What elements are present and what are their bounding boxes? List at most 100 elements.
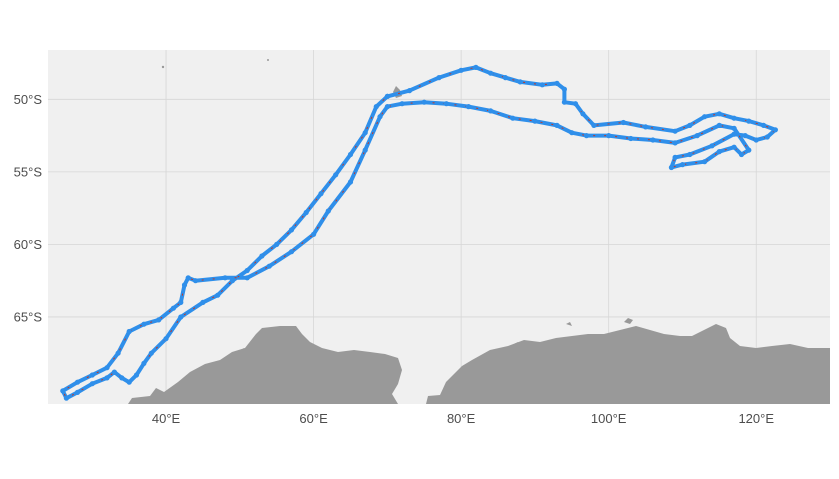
track-point: [554, 122, 560, 128]
track-point: [244, 275, 250, 281]
track-point: [510, 115, 516, 121]
track-point: [643, 124, 649, 130]
track-point: [761, 122, 767, 128]
track-point: [333, 172, 339, 178]
track-point: [215, 292, 221, 298]
track-point: [561, 99, 568, 105]
track-point: [406, 88, 413, 94]
track-point: [60, 388, 66, 394]
track-point: [259, 253, 265, 259]
y-tick-label: 60°S: [14, 237, 43, 252]
track-point: [731, 125, 737, 131]
track-point: [443, 101, 449, 107]
small-island: [267, 59, 269, 61]
track-point: [628, 135, 634, 142]
track-point: [89, 381, 95, 387]
track-point: [399, 101, 405, 107]
small-island: [566, 322, 572, 326]
track-point: [89, 372, 95, 378]
antarctica-west-coast: [128, 326, 402, 404]
track-point: [74, 389, 81, 395]
track-point: [580, 111, 586, 117]
track-point: [384, 93, 390, 99]
track-point: [318, 191, 324, 197]
track-point: [650, 137, 656, 143]
small-island: [624, 318, 633, 324]
track-point: [384, 104, 390, 110]
track-point: [742, 133, 748, 139]
track-point: [133, 372, 140, 378]
track-point: [266, 263, 272, 269]
track-point: [347, 179, 354, 185]
track-point: [141, 321, 147, 327]
track-point: [178, 314, 184, 320]
track-point: [569, 130, 575, 136]
track-point: [229, 278, 235, 284]
track-point: [126, 328, 132, 335]
track-point: [679, 162, 686, 168]
track-point: [458, 67, 464, 73]
track-point: [620, 119, 627, 126]
land-masses: [128, 59, 830, 404]
track-point: [668, 164, 675, 171]
track-point: [738, 151, 745, 158]
track-point: [572, 101, 579, 107]
track-point: [517, 79, 523, 85]
track-point: [347, 151, 354, 158]
track-point: [694, 133, 700, 139]
track-point: [104, 365, 110, 371]
track-point: [104, 375, 110, 381]
track-point: [583, 133, 590, 139]
track-point: [63, 395, 69, 401]
track-point: [325, 208, 331, 214]
track-point: [591, 122, 597, 128]
track-point: [126, 379, 132, 385]
small-island: [514, 342, 520, 346]
y-tick-label: 55°S: [14, 164, 43, 179]
track-point: [702, 114, 708, 120]
track-point: [181, 282, 188, 288]
track-point: [532, 118, 538, 124]
track-point: [716, 149, 722, 155]
track-point: [716, 122, 722, 128]
track-point: [473, 64, 479, 70]
track-points: [60, 64, 779, 401]
track-point: [709, 143, 715, 149]
track-point: [539, 82, 545, 88]
track-point: [119, 375, 125, 381]
track-point: [488, 108, 494, 114]
track-point: [156, 317, 162, 323]
track-point: [303, 209, 309, 216]
track-point: [192, 278, 199, 284]
track-point: [288, 227, 295, 233]
track-point: [141, 360, 147, 366]
track-point: [672, 128, 678, 134]
track-point: [436, 75, 442, 81]
track-point: [672, 154, 678, 160]
small-island: [161, 65, 165, 69]
y-tick-label: 50°S: [14, 92, 43, 107]
track-point: [178, 299, 184, 305]
track-point: [753, 137, 759, 143]
track-point: [606, 133, 612, 139]
track-point: [746, 147, 752, 153]
track-point: [465, 104, 472, 110]
x-tick-label: 40°E: [152, 411, 181, 426]
track-point: [115, 350, 121, 356]
track-point: [731, 131, 737, 137]
x-axis-ticks: 40°E 60°E 80°E 100°E 120°E: [152, 411, 774, 426]
track-point: [111, 369, 117, 375]
track-point: [421, 99, 427, 105]
x-tick-label: 100°E: [591, 411, 627, 426]
y-axis-ticks: 50°S 55°S 60°S 65°S: [14, 92, 43, 325]
track-point: [731, 115, 737, 121]
x-tick-label: 60°E: [299, 411, 328, 426]
track-point: [222, 275, 228, 281]
track-point: [362, 147, 368, 153]
x-tick-label: 80°E: [447, 411, 476, 426]
track-point: [702, 159, 708, 165]
track-point: [561, 86, 568, 92]
small-island: [238, 348, 248, 356]
x-tick-label: 120°E: [738, 411, 774, 426]
